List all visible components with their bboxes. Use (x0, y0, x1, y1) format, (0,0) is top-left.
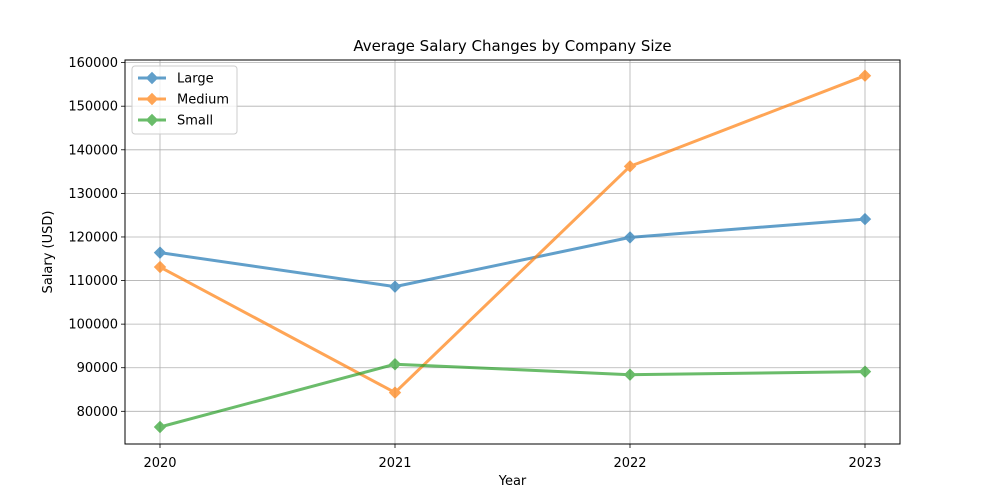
data-point-large (153, 246, 167, 259)
legend-item-small: Small (138, 114, 213, 129)
x-tick-label: 2022 (613, 456, 646, 471)
data-point-medium (388, 386, 402, 399)
data-point-medium (858, 69, 872, 82)
y-tick-label: 150000 (68, 100, 118, 115)
legend-item-large: Large (138, 72, 214, 87)
legend-swatch-medium (138, 92, 166, 106)
legend-marker-large (145, 71, 159, 85)
data-point-large (858, 212, 872, 226)
series-lines (153, 69, 872, 434)
series-line-small (158, 362, 867, 429)
series-large (153, 212, 872, 293)
y-axis-label: Salary (USD) (41, 211, 56, 294)
y-tick-label: 110000 (68, 274, 118, 289)
y-tick-label: 120000 (68, 230, 118, 245)
legend-item-medium: Medium (138, 93, 229, 108)
legend-swatch-small (138, 113, 166, 127)
y-axis-ticks: 80000 90000 100000 110000 120000 130000 140000… (68, 56, 125, 420)
x-tick-label: 2023 (848, 456, 881, 471)
data-point-small (858, 365, 872, 378)
series-line-medium (158, 74, 867, 395)
chart-title: Average Salary Changes by Company Size (353, 37, 671, 55)
legend-swatch-large (138, 71, 166, 85)
data-point-small (388, 358, 402, 371)
data-point-small (623, 368, 637, 381)
data-point-large (623, 231, 637, 244)
legend-label-small: Small (177, 114, 213, 129)
x-tick-label: 2020 (143, 456, 176, 471)
y-tick-label: 90000 (77, 361, 118, 376)
x-axis-ticks: 2020 2021 2022 2023 (143, 444, 882, 471)
legend-marker-medium (145, 92, 159, 106)
legend-label-large: Large (177, 72, 214, 87)
y-tick-label: 160000 (68, 56, 118, 71)
legend-marker-small (145, 113, 159, 127)
grid-lines (125, 60, 900, 444)
series-small (153, 358, 872, 434)
data-point-medium (623, 160, 637, 173)
series-medium (153, 69, 872, 399)
legend-box (131, 65, 238, 135)
legend-label-medium: Medium (177, 93, 229, 108)
y-tick-label: 130000 (68, 187, 118, 202)
data-point-small (153, 420, 167, 434)
series-line-large (158, 217, 867, 289)
y-tick-label: 140000 (68, 143, 118, 158)
legend-entries: Large Medium Small (138, 72, 229, 129)
legend: Large Medium Small (131, 65, 238, 135)
x-tick-label: 2021 (378, 456, 411, 471)
y-tick-label: 80000 (77, 405, 118, 420)
y-tick-label: 100000 (68, 318, 118, 333)
plot-frame (124, 59, 901, 445)
data-point-large (388, 280, 402, 293)
data-point-medium (153, 260, 167, 274)
x-axis-label: Year (498, 474, 527, 489)
